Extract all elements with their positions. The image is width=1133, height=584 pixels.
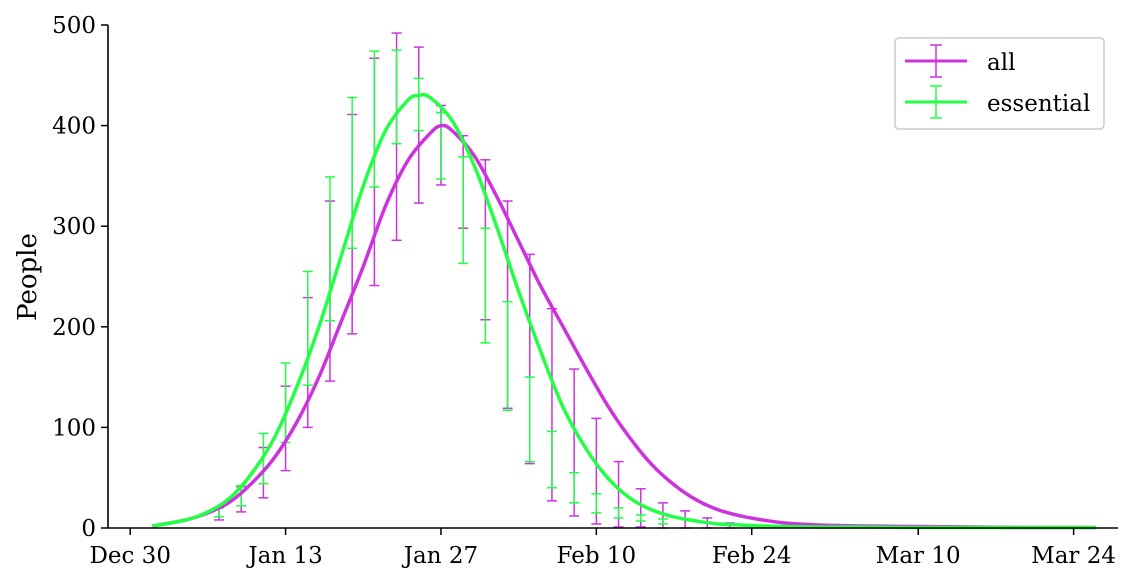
errorbar-essential	[569, 471, 580, 504]
y-tick-label: 0	[81, 516, 96, 542]
errorbar-essential	[369, 50, 380, 188]
errorbar-essential	[302, 270, 313, 386]
x-tick-label: Mar 10	[876, 543, 961, 569]
series-line-all	[152, 123, 1096, 530]
errorbar-essential	[635, 514, 646, 522]
errorbar-essential	[591, 493, 602, 514]
y-axis-title: People	[13, 233, 43, 321]
x-tick-label: Feb 10	[557, 543, 637, 569]
series-layer	[152, 32, 1096, 530]
errorbar-essential	[458, 156, 469, 265]
errorbar-essential	[480, 227, 491, 344]
legend-label-essential: essential	[987, 91, 1090, 117]
y-tick-label: 100	[52, 415, 96, 441]
series-essential	[213, 49, 668, 525]
series-line-essential	[152, 92, 1096, 530]
x-tick-label: Dec 30	[89, 543, 171, 569]
y-tick-label: 300	[52, 214, 96, 240]
x-axis-ticks: Dec 30 Jan 13 Jan 27 Feb 10 Feb 24 Mar 10 Mar …	[89, 528, 1116, 569]
legend-item-all: all	[905, 44, 1015, 78]
errorbar-essential	[435, 111, 446, 180]
errorbar-essential	[502, 300, 513, 412]
errorbar-essential	[391, 49, 402, 145]
legend-item-essential: essential	[905, 85, 1090, 119]
x-tick-label: Mar 24	[1031, 543, 1116, 569]
errorbar-essential	[413, 77, 424, 132]
x-tick-label: Jan 13	[246, 543, 322, 569]
errorbar-essential	[657, 518, 668, 525]
series-all	[213, 32, 735, 529]
errorbar-essential	[546, 430, 557, 489]
legend: all essential	[894, 37, 1105, 130]
x-tick-label: Jan 27	[402, 543, 478, 569]
legend-label-all: all	[987, 50, 1015, 76]
y-tick-label: 200	[52, 315, 96, 341]
x-tick-label: Feb 24	[712, 543, 792, 569]
y-tick-label: 400	[52, 114, 96, 140]
y-axis-ticks: 0 100 200 300 400 500	[52, 13, 108, 542]
errorbar-essential	[524, 376, 535, 463]
errorbar-essential	[613, 507, 624, 519]
y-tick-label: 500	[52, 13, 96, 39]
